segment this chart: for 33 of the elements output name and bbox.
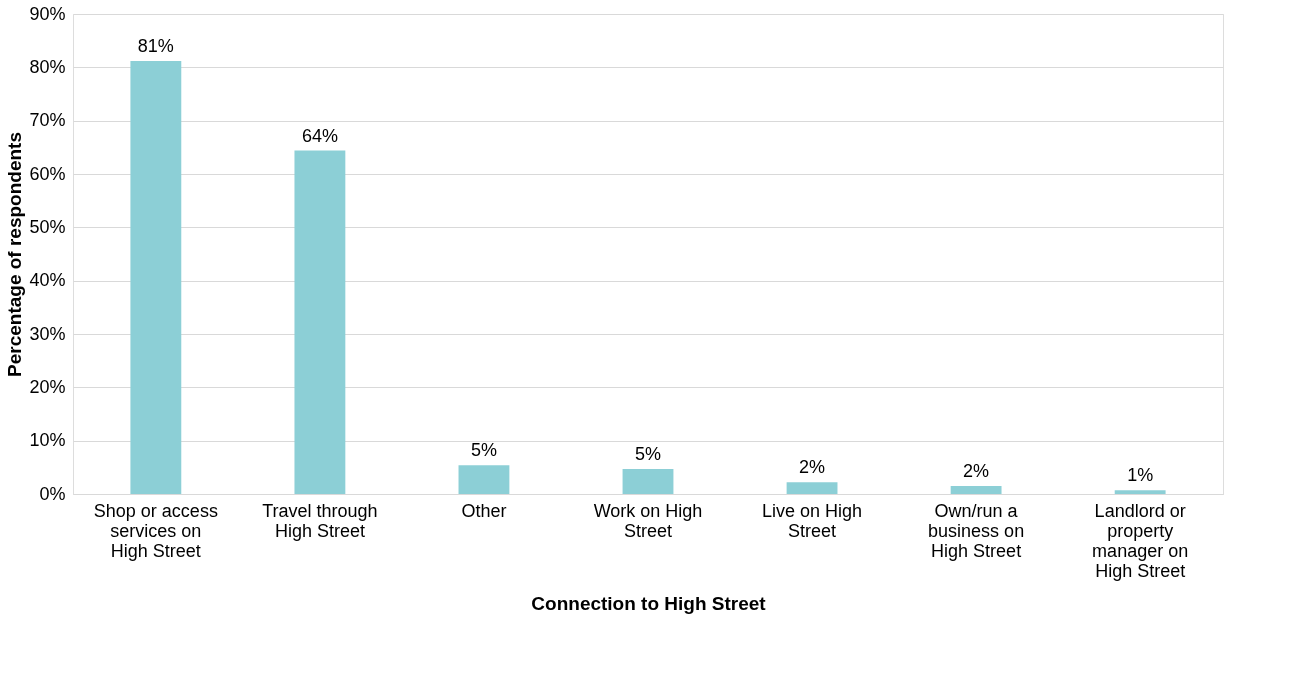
y-tick-label: 20%: [29, 376, 66, 397]
y-tick-label: 0%: [39, 483, 66, 504]
data-label: 2%: [963, 461, 990, 481]
y-tick-label: 70%: [29, 110, 66, 131]
y-tick-label: 50%: [29, 216, 66, 237]
bar: [130, 60, 182, 494]
bar: [294, 150, 346, 494]
bar: [786, 482, 838, 494]
bar: [950, 486, 1002, 494]
data-label: 81%: [137, 35, 174, 56]
y-tick-label: 10%: [29, 430, 66, 451]
x-tick-label: Landlord or property manager on High Street: [1092, 500, 1189, 581]
data-label: 5%: [634, 443, 662, 464]
y-tick-label: 80%: [29, 56, 66, 77]
y-tick-label: 40%: [29, 270, 66, 291]
y-tick-label: 60%: [29, 163, 66, 184]
x-tick-label: Other: [461, 500, 507, 521]
y-axis-title: Percentage of respondents: [4, 132, 26, 377]
bar: [622, 468, 674, 494]
data-label: 1%: [1127, 465, 1154, 486]
y-tick-label: 30%: [29, 323, 66, 344]
x-tick-label: Work on High Street: [593, 500, 703, 541]
x-tick-label: Live on High Street: [762, 500, 863, 541]
x-tick-label: Own/run a business on High Street: [928, 500, 1025, 561]
x-tick-label: Shop or access services on High Street: [93, 500, 218, 561]
x-axis-title: Connection to High Street: [531, 592, 767, 614]
data-label: 64%: [301, 125, 338, 146]
bar: [1114, 490, 1166, 494]
x-tick-label: Travel through High Street: [262, 500, 378, 541]
data-label: 2%: [799, 457, 826, 478]
y-tick-label: 90%: [29, 3, 66, 24]
data-label: 5%: [470, 440, 497, 461]
bar: [458, 465, 510, 494]
